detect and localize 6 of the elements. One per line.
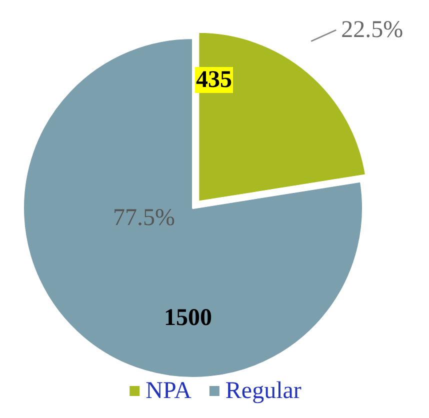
legend-label: NPA xyxy=(146,378,192,404)
text: 77.5% xyxy=(113,205,175,231)
text: 22.5% xyxy=(341,17,404,43)
data-label: 1500 xyxy=(164,305,212,331)
data-label: 435 xyxy=(196,67,232,93)
legend-label: Regular xyxy=(225,378,302,404)
